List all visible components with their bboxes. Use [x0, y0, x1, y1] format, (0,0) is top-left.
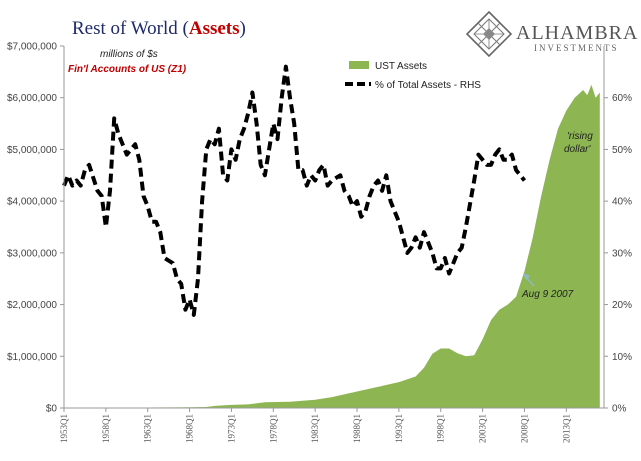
ust-assets-area — [64, 84, 600, 409]
legend-label-ust-assets: UST Assets — [375, 61, 427, 72]
x-tick-label: 1968Q1 — [185, 414, 195, 443]
y-left-tick-label: $5,000,000 — [7, 145, 57, 156]
diamond-lattice-icon — [465, 10, 513, 58]
pct-total-assets-line — [62, 64, 527, 317]
legend-label-pct-total: % of Total Assets - RHS — [375, 80, 481, 91]
x-tick-label: 1978Q1 — [268, 414, 278, 443]
y-right-tick-label: 50% — [612, 145, 632, 156]
legend: UST Assets % of Total Assets - RHS — [345, 61, 481, 91]
y-left-tick-label: $0 — [46, 404, 58, 415]
x-tick-label: 1963Q1 — [143, 414, 153, 443]
y-right-tick-label: 20% — [612, 300, 632, 311]
logo-name: ALHAMBRA — [516, 22, 638, 44]
y-axis-left-ticks: $0 $1,000,000 $2,000,000 $3,000,000 $4,000,0… — [7, 42, 64, 415]
chart-title: Rest of World (Assets) — [72, 18, 246, 39]
legend-swatch-area — [349, 61, 369, 69]
y-left-tick-label: $4,000,000 — [7, 197, 57, 208]
x-tick-label: 1953Q1 — [59, 414, 69, 443]
logo: ALHAMBRA INVESTMENTS — [465, 10, 638, 58]
y-right-tick-label: 10% — [612, 352, 632, 363]
x-tick-label: 1988Q1 — [352, 414, 362, 443]
y-left-tick-label: $6,000,000 — [7, 93, 57, 104]
source-note: Fin'l Accounts of US (Z1) — [68, 64, 187, 75]
x-tick-label: 2003Q1 — [478, 414, 488, 443]
y-right-tick-label: 40% — [612, 197, 632, 208]
chart-title-emphasis: Assets — [189, 18, 240, 39]
x-tick-label: 1958Q1 — [101, 414, 111, 443]
x-tick-label: 1973Q1 — [226, 414, 236, 443]
annotation-aug-2007: Aug 9 2007 — [521, 273, 574, 300]
annotation-rising-dollar-line2: dollar' — [564, 144, 591, 155]
x-axis-ticks: 1953Q1 1958Q1 1963Q1 1968Q1 1973Q1 1978Q1 1983… — [59, 408, 571, 443]
ust-assets-area-path — [64, 84, 600, 409]
units-note: millions of $s — [100, 49, 158, 60]
y-left-tick-label: $3,000,000 — [7, 248, 57, 259]
x-tick-label: 1998Q1 — [436, 414, 446, 443]
logo-tagline: INVESTMENTS — [534, 43, 619, 53]
x-tick-label: 2013Q1 — [561, 414, 571, 443]
y-axis-right-ticks: 0% 10% 20% 30% 40% 50% 60% — [604, 93, 632, 415]
x-tick-label: 1983Q1 — [310, 414, 320, 443]
annotation-rising-dollar-line1: 'rising — [567, 131, 593, 142]
chart-title-prefix: Rest of World ( — [72, 18, 189, 39]
y-left-tick-label: $1,000,000 — [7, 352, 57, 363]
chart-title-suffix: ) — [240, 18, 246, 39]
y-right-tick-label: 0% — [612, 404, 627, 415]
y-left-tick-label: $7,000,000 — [7, 42, 57, 53]
x-tick-label: 2008Q1 — [519, 414, 529, 443]
annotation-arrowhead-icon — [523, 273, 530, 280]
pct-total-assets-line-path — [62, 64, 527, 317]
x-tick-label: 1993Q1 — [394, 414, 404, 443]
y-left-tick-label: $2,000,000 — [7, 300, 57, 311]
y-right-tick-label: 60% — [612, 93, 632, 104]
annotation-aug-2007-label: Aug 9 2007 — [521, 289, 574, 300]
y-right-tick-label: 30% — [612, 248, 632, 259]
